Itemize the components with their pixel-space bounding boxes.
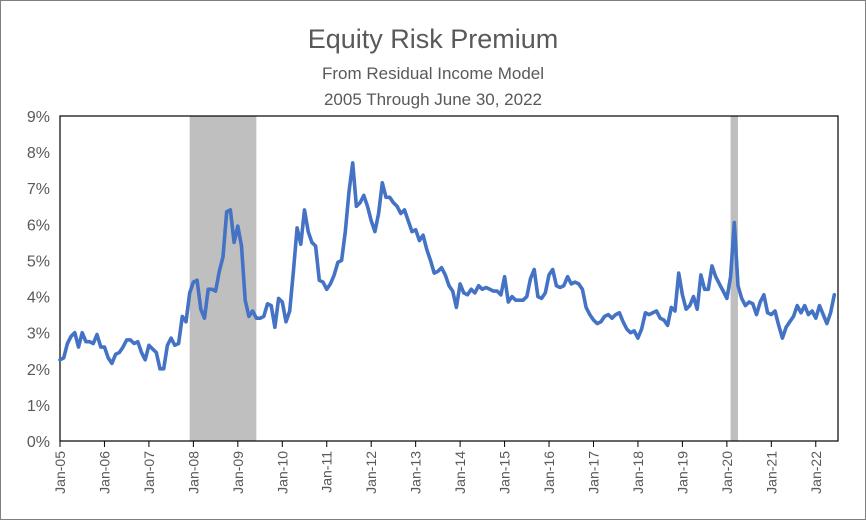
x-tick-label: Jan-14 (452, 451, 468, 494)
y-tick-label: 8% (27, 145, 50, 162)
x-tick-label: Jan-08 (185, 451, 201, 494)
x-tick-label: Jan-07 (141, 451, 157, 494)
x-tick-label: Jan-05 (52, 451, 68, 494)
x-tick-label: Jan-22 (808, 451, 824, 494)
x-tick-label: Jan-17 (585, 451, 601, 494)
y-tick-label: 9% (27, 109, 50, 126)
chart-subtitle-line-1: From Residual Income Model (321, 64, 545, 83)
y-tick-label: 4% (27, 290, 50, 307)
shaded-period-1 (730, 116, 738, 441)
chart-subtitle-line-2: 2005 Through June 30, 2022 (323, 90, 543, 109)
x-tick-label: Jan-16 (541, 451, 557, 494)
x-tick-label: Jan-09 (230, 451, 246, 494)
x-tick-label: Jan-12 (363, 451, 379, 494)
y-tick-label: 0% (27, 434, 50, 451)
x-tick-label: Jan-13 (408, 451, 424, 494)
y-tick-label: 5% (27, 253, 50, 270)
y-tick-label: 7% (27, 181, 50, 198)
x-tick-label: Jan-11 (319, 451, 335, 493)
shaded-period-0 (189, 116, 257, 441)
y-tick-label: 3% (27, 326, 50, 343)
y-tick-label: 6% (27, 217, 50, 234)
x-tick-label: Jan-15 (497, 451, 513, 494)
x-tick-label: Jan-10 (274, 451, 290, 494)
x-tick-label: Jan-20 (719, 451, 735, 494)
y-tick-label: 2% (27, 362, 50, 379)
x-tick-label: Jan-18 (630, 451, 646, 494)
x-tick-label: Jan-21 (763, 451, 779, 494)
chart-title: Equity Risk Premium (307, 24, 559, 54)
x-tick-label: Jan-06 (96, 451, 112, 494)
series-line-0 (58, 161, 837, 371)
y-tick-label: 1% (27, 398, 50, 415)
plot-area-border (59, 115, 839, 442)
x-tick-label: Jan-19 (674, 451, 690, 494)
